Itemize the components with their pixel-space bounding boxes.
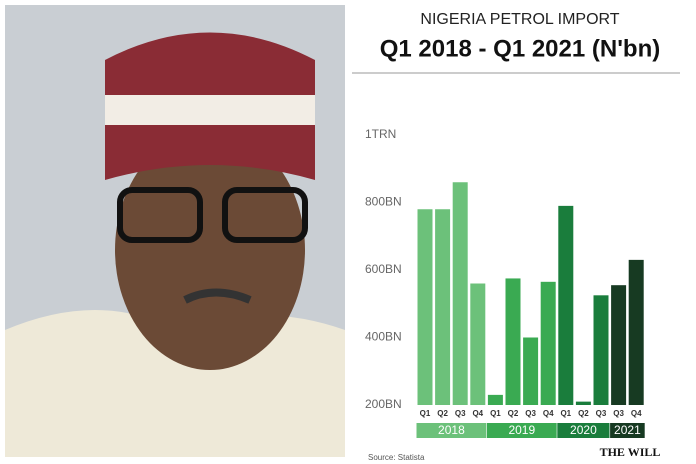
x-tick-label: Q3 [613,409,624,418]
bar [452,182,468,405]
source: Source: Statista [368,453,425,462]
x-tick-label: Q2 [508,409,519,418]
y-tick-label: 200BN [365,397,402,411]
x-tick-label: Q1 [420,409,431,418]
y-tick-label: 800BN [365,195,402,209]
bar [611,285,627,405]
year-label: 2021 [614,423,641,437]
y-tick-label: 400BN [365,330,402,344]
year-band [416,423,487,438]
bar [628,259,644,405]
photo [5,5,345,457]
year-label: 2020 [570,423,597,437]
x-tick-label: Q1 [560,409,571,418]
x-tick-label: Q4 [472,409,483,418]
x-tick-label: Q3 [596,409,607,418]
bar [505,278,521,405]
x-tick-label: Q1 [490,409,501,418]
year-label: 2019 [508,423,535,437]
brand: THE WILL [600,445,661,459]
x-tick-label: Q3 [455,409,466,418]
x-tick-label: Q2 [437,409,448,418]
year-band [557,423,610,438]
bar [435,209,451,405]
x-tick-label: Q4 [543,409,554,418]
bar [593,295,609,405]
x-tick-label: Q2 [578,409,589,418]
x-tick-label: Q3 [525,409,536,418]
y-tick-label: 1TRN [365,127,396,141]
bar [523,337,539,405]
bar [540,281,556,405]
year-label: 2018 [438,423,465,437]
year-band [486,423,557,438]
bar [470,283,486,405]
year-band [610,423,645,438]
bar [558,205,574,405]
bar [575,401,591,405]
chart-subtitle: Q1 2018 - Q1 2021 (N'bn) [380,35,661,62]
chart-title: NIGERIA PETROL IMPORT [420,11,619,28]
x-tick-label: Q4 [631,409,642,418]
bar [417,209,433,405]
y-tick-label: 600BN [365,262,402,276]
bar [487,394,503,405]
